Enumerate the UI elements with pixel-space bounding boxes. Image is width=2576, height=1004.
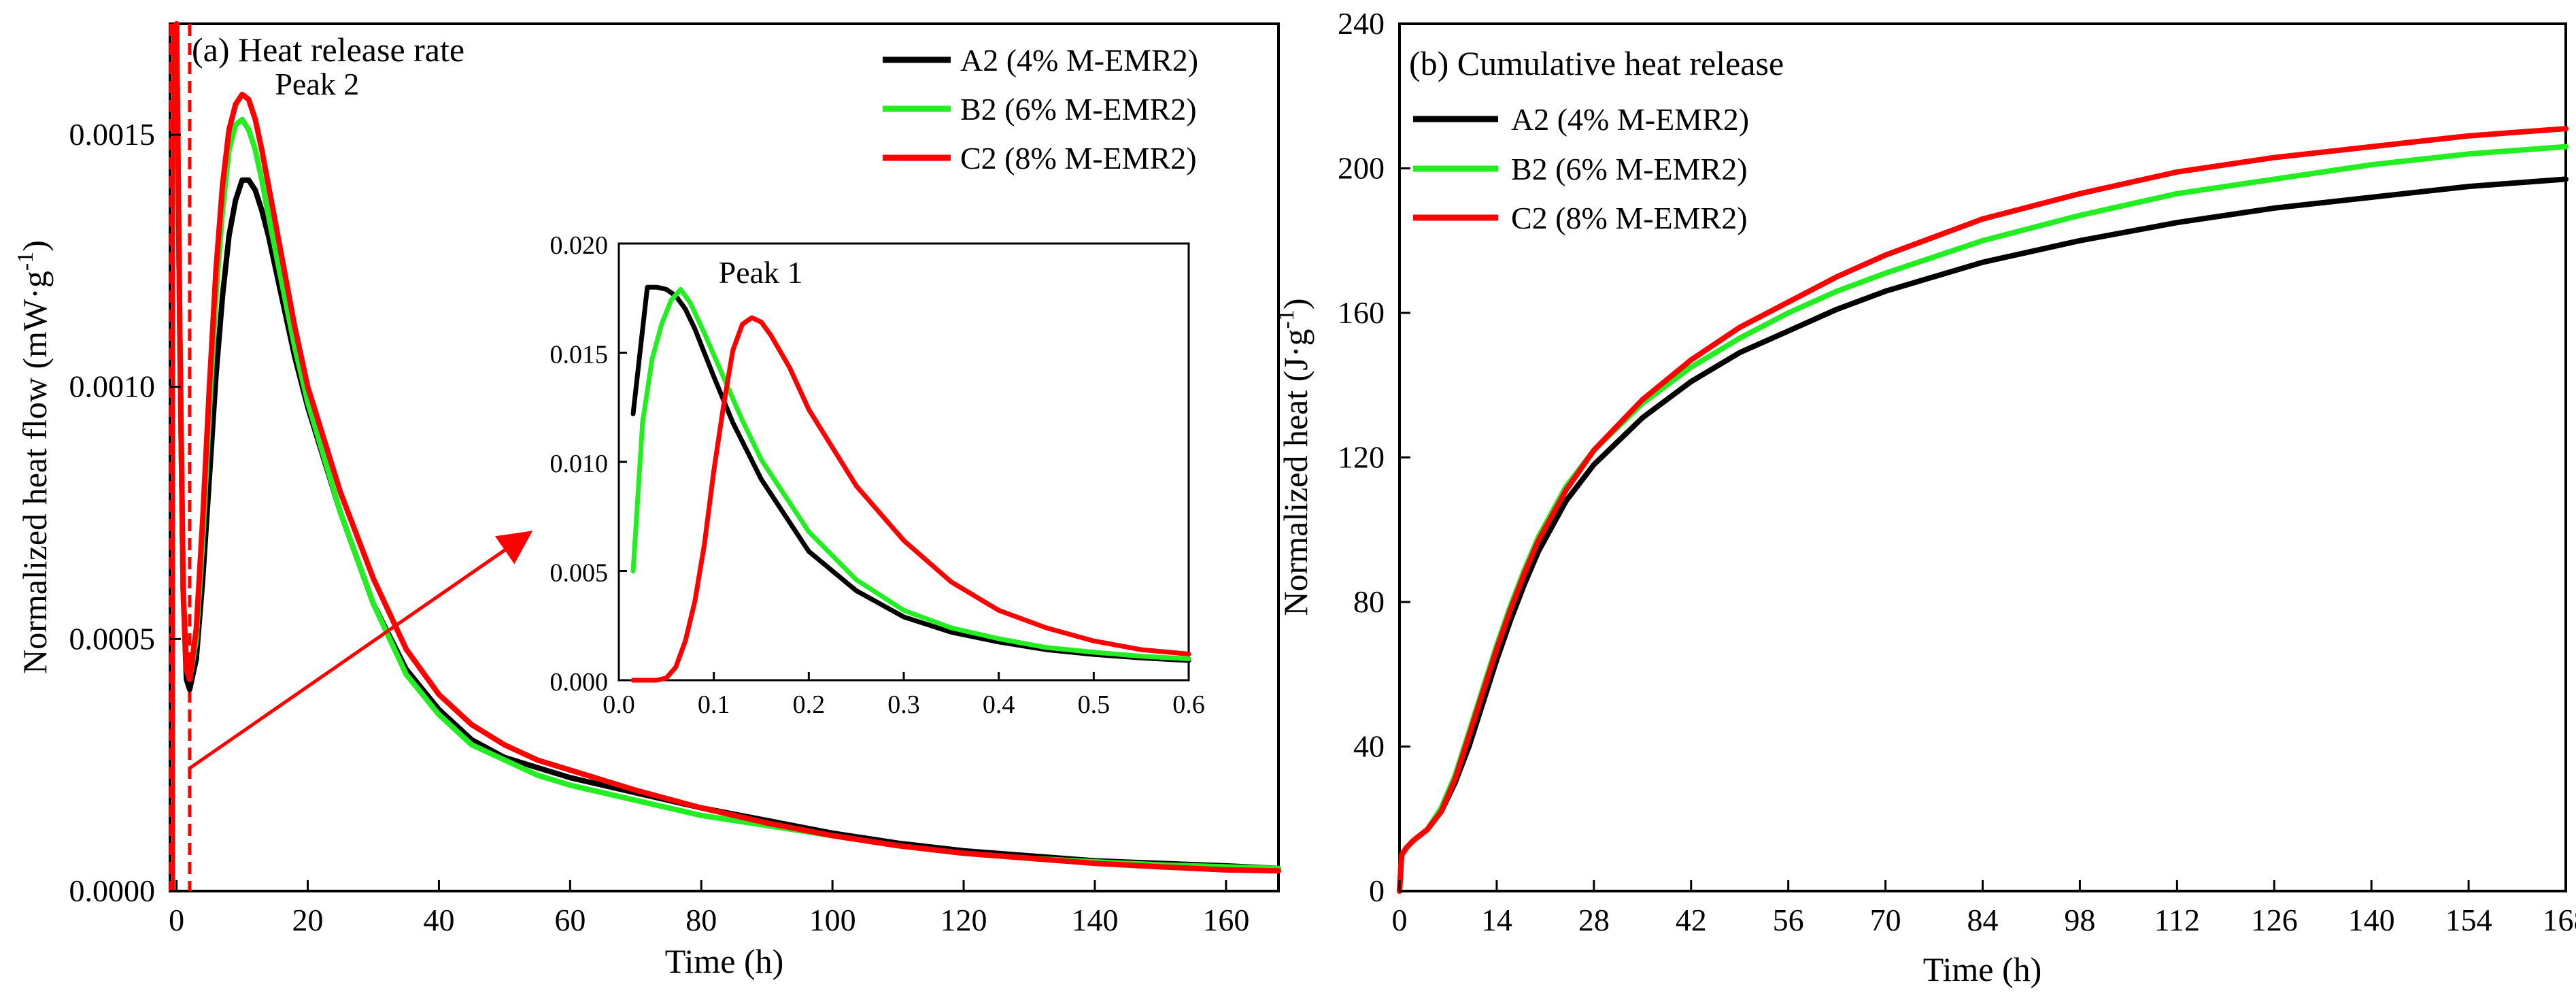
y-tick-label: 0 [1369,873,1385,908]
x-tick-label: 0 [169,903,184,937]
legend-label-b2: B2 (6% M-EMR2) [1511,152,1748,186]
y-tick-label: 0.020 [550,231,609,260]
x-tick-label: 0.0 [603,690,635,719]
panel-title: (b) Cumulative heat release [1409,44,1784,82]
legend-label-a2: A2 (4% M-EMR2) [1511,102,1749,137]
legend-label-b2: B2 (6% M-EMR2) [960,92,1197,127]
x-axis-ticks: 0 20 40 60 80 100 120 140 160 [169,880,1249,937]
legend: A2 (4% M-EMR2) B2 (6% M-EMR2) C2 (8% M-E… [1413,102,1749,235]
y-axis-label: Normalized heat (J·g-1) [1274,298,1315,616]
y-tick-label: 0.015 [550,341,609,369]
y-tick-label: 0.0000 [69,873,156,908]
x-tick-label: 40 [423,903,454,937]
y-tick-label: 0.0005 [69,621,156,656]
x-tick-label: 0.4 [983,690,1015,719]
y-tick-label: 40 [1353,729,1385,764]
y-axis-label: Normalized heat flow (mW·g-1) [13,240,54,674]
peak-2-annotation: Peak 2 [275,67,359,101]
panel-title: (a) Heat release rate [192,31,464,69]
x-tick-label: 154 [2445,903,2492,937]
x-tick-label: 60 [554,903,586,937]
y-tick-label: 0.010 [550,450,609,478]
y-tick-label: 80 [1353,584,1385,619]
legend-label-c2: C2 (8% M-EMR2) [1511,201,1748,235]
y-axis-ticks: 0 40 80 120 160 200 240 [1338,6,1410,908]
x-tick-label: 80 [685,903,717,937]
y-tick-label: 0.0015 [69,117,156,152]
series-line-c2-8-m-emr2 [173,21,1281,874]
x-tick-label: 140 [1071,903,1118,937]
inset-chart: 0.0 0.1 0.2 0.3 0.4 0.5 0.6 0.0000.0050.0100.0… [550,231,1205,719]
series-line-c2-8-m-emr2 [630,315,1191,683]
y-tick-label: 0.0010 [69,369,156,404]
x-tick-label: 56 [1773,903,1804,937]
inset-series-lines [630,284,1191,683]
plot-frame [169,22,1280,892]
x-tick-label: 126 [2251,903,2298,937]
x-tick-label: 28 [1578,903,1610,937]
x-tick-label: 112 [2154,903,2200,937]
x-tick-label: 0.1 [698,690,730,719]
x-tick-label: 168 [2543,903,2576,937]
series-line-b2-6-m-emr2 [630,286,1191,661]
reference-lines [169,24,192,891]
y-tick-label: 120 [1338,440,1385,475]
series-line-a2-4-m-emr2 [1397,176,2569,894]
y-tick-label: 160 [1338,295,1385,330]
x-axis-label: Time (h) [1923,950,2042,988]
cumulative-heat-release-panel: 0 14 28 42 56 70 84 98 112 126 140 154 168 0 40 80 120 1… [1274,6,2576,988]
x-tick-label: 0.5 [1078,690,1111,719]
x-tick-label: 100 [809,903,856,937]
x-tick-label: 98 [2064,903,2095,937]
series-lines [1397,126,2569,894]
x-tick-label: 70 [1870,903,1901,937]
x-tick-label: 0 [1392,903,1408,937]
y-tick-label: 0.000 [550,668,609,697]
series-line-c2-8-m-emr2 [1397,126,2569,894]
x-tick-label: 120 [940,903,987,937]
legend-label-a2: A2 (4% M-EMR2) [960,43,1198,78]
x-axis-label: Time (h) [665,942,784,980]
x-tick-label: 42 [1676,903,1707,937]
x-tick-label: 0.6 [1172,690,1205,719]
series-line-b2-6-m-emr2 [1397,144,2569,894]
y-tick-label: 240 [1338,6,1385,41]
inset-y-axis-ticks: 0.000 0.005 0.010 0.015 0.020 [550,231,627,697]
series-lines [173,21,1281,874]
x-tick-label: 0.2 [793,690,826,719]
x-tick-label: 20 [292,903,324,937]
y-axis-ticks: 0.0000 0.0005 0.0010 0.0015 [69,117,181,908]
x-tick-label: 160 [1202,903,1249,937]
y-tick-label: 0.005 [550,559,609,588]
heat-release-rate-panel: 0 20 40 60 80 100 120 140 160 0.0000 0.0005 0.0010… [13,21,1281,980]
peak-1-annotation: Peak 1 [719,255,803,290]
legend-label-c2: C2 (8% M-EMR2) [960,141,1197,175]
y-tick-label: 200 [1338,151,1385,186]
legend: A2 (4% M-EMR2) B2 (6% M-EMR2) C2 (8% M-E… [883,43,1198,175]
zoom-arrow [188,531,533,771]
x-axis-ticks: 0 14 28 42 56 70 84 98 112 126 140 154 168 [1392,880,2576,937]
inset-x-axis-ticks: 0.0 0.1 0.2 0.3 0.4 0.5 0.6 [603,672,1205,719]
x-tick-label: 0.3 [887,690,920,719]
x-tick-label: 84 [1967,903,1999,937]
x-tick-label: 140 [2348,903,2395,937]
x-tick-label: 14 [1481,903,1512,937]
